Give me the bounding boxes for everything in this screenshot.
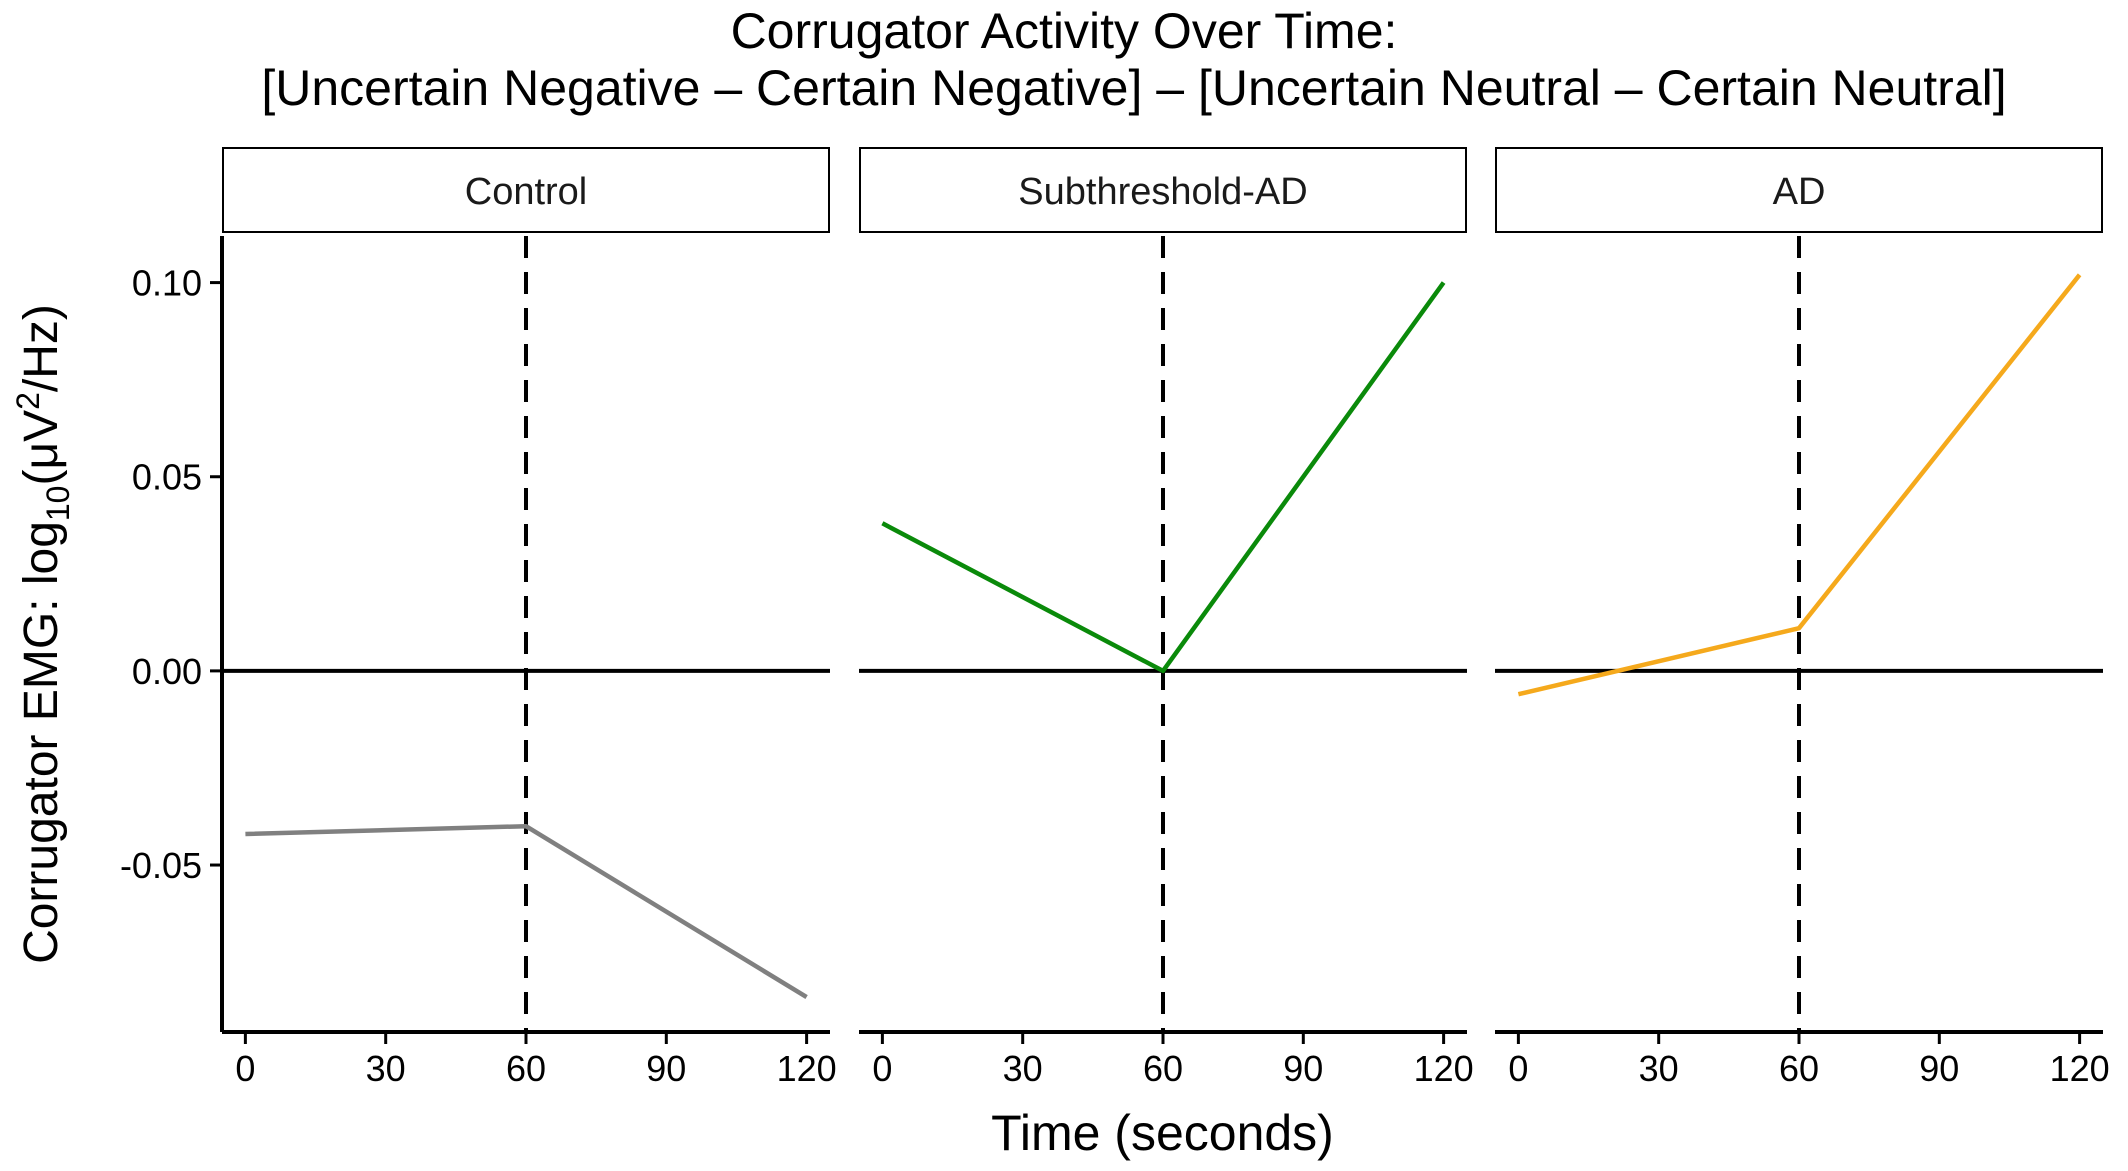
x-tick-label: 90 <box>1919 1048 1959 1089</box>
x-tick-label: 60 <box>1779 1048 1819 1089</box>
facet-strip-label: Control <box>465 171 588 213</box>
series-line <box>1518 275 2079 694</box>
x-tick-label: 30 <box>1639 1048 1679 1089</box>
chart: Corrugator Activity Over Time: [Uncertai… <box>0 0 2128 1171</box>
x-tick-label: 0 <box>872 1048 892 1089</box>
plot-area: 0.10 0.05 0.00 -0.05 Corrugator EMG: log10(μ… <box>0 0 2128 1171</box>
y-tick-label: 0.10 <box>132 263 202 304</box>
x-tick-label: 120 <box>777 1048 837 1089</box>
x-tick-label: 60 <box>506 1048 546 1089</box>
x-tick-label: 120 <box>1414 1048 1474 1089</box>
x-axis-title: Time (seconds) <box>991 1105 1334 1161</box>
y-tick-label: 0.00 <box>132 651 202 692</box>
y-axis-title: Corrugator EMG: log10(μV2/Hz) <box>10 304 76 964</box>
y-tick-label: 0.05 <box>132 457 202 498</box>
facet-strip-label: Subthreshold-AD <box>1018 171 1307 213</box>
x-tick-label: 90 <box>1283 1048 1323 1089</box>
y-tick-label: -0.05 <box>120 845 202 886</box>
x-tick-label: 30 <box>1003 1048 1043 1089</box>
facet-strip-label: AD <box>1773 171 1826 213</box>
x-tick-label: 120 <box>2050 1048 2110 1089</box>
x-tick-label: 60 <box>1143 1048 1183 1089</box>
x-tick-label: 0 <box>1508 1048 1528 1089</box>
x-tick-label: 90 <box>646 1048 686 1089</box>
x-tick-label: 0 <box>235 1048 255 1089</box>
x-tick-label: 30 <box>366 1048 406 1089</box>
